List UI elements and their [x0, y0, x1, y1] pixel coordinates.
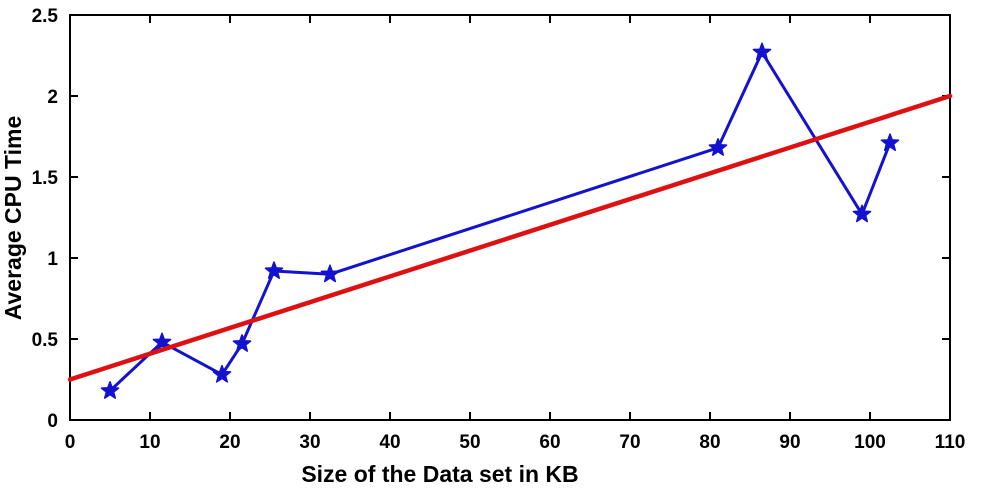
data-point-marker: [232, 334, 252, 352]
x-tick-label: 50: [459, 432, 480, 453]
x-tick-label: 100: [854, 432, 886, 453]
data-point-marker: [212, 364, 232, 383]
x-tick-label: 70: [619, 432, 640, 453]
x-tick-label: 110: [935, 432, 966, 453]
data-point-marker: [264, 261, 284, 279]
plot-box: [69, 14, 951, 421]
y-tick-label: 0: [47, 411, 58, 432]
y-tick-label: 2: [47, 87, 58, 108]
x-tick-label: 60: [539, 432, 560, 453]
x-tick-label: 40: [379, 432, 400, 453]
plot-area: 0 10 20 30 40 50 60 70 80 90 100 110 0 0.5 1 1.5 2 2.5: [32, 6, 966, 453]
x-tick-label: 10: [139, 432, 160, 453]
y-tick-label: 0.5: [32, 330, 59, 351]
y-axis-label: Average CPU Time: [0, 116, 26, 321]
x-tick-label: 0: [65, 432, 76, 453]
x-tick-label: 30: [299, 432, 320, 453]
y-tick-label: 1: [47, 249, 58, 270]
data-point-marker: [320, 264, 340, 283]
average-cpu-time-data: [108, 50, 892, 393]
data-point-marker: [852, 204, 872, 223]
y-tick-label: 1.5: [32, 168, 59, 189]
data-point-marker: [152, 332, 172, 351]
data-point-marker: [708, 138, 728, 156]
x-tick-label: 20: [219, 432, 240, 453]
linear-fit-line: [67, 93, 953, 382]
x-tick-label: 90: [779, 432, 800, 453]
x-axis-label: Size of the Data set in KB: [301, 461, 578, 487]
data-point-marker: [100, 381, 120, 399]
data-point-marker: [880, 133, 900, 152]
x-tick-label: 80: [699, 432, 720, 453]
data-point-marker: [752, 42, 772, 61]
y-tick-label: 2.5: [32, 6, 59, 27]
